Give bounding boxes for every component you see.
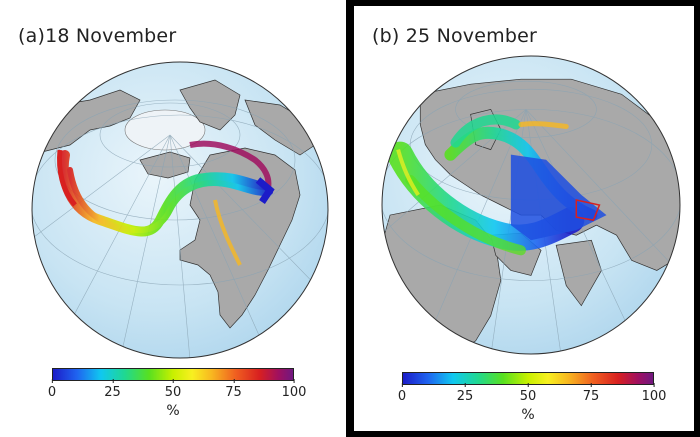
colorbar-b-tick: 25: [457, 383, 473, 404]
globe-map-a: [31, 61, 329, 359]
panel-a-date: 18 November: [45, 25, 177, 47]
colorbar-b-tick: 0: [398, 383, 406, 404]
trajectory-west-yellow-b: [396, 149, 420, 197]
arctic-ice-a: [124, 109, 206, 151]
colorbar-b-tick: 50: [520, 383, 536, 404]
colorbar-a-tick: 100: [282, 379, 306, 400]
globe-map-b: [381, 55, 681, 355]
landmass-alaska-a: [139, 151, 191, 179]
colorbar-a: 0 25 50 75 100 %: [48, 368, 306, 419]
colorbar-b-unit: %: [521, 407, 535, 423]
colorbar-b-tick: 100: [642, 383, 666, 404]
panel-b-label: (b): [372, 25, 400, 47]
trajectory-south-branch-a: [213, 199, 242, 266]
colorbar-b-tick: 75: [583, 383, 599, 404]
colorbar-a-tick: 0: [48, 379, 56, 400]
panel-b-title: (b) 25 November: [372, 25, 537, 47]
colorbar-a-tick: 50: [165, 379, 181, 400]
colorbar-b: 0 25 50 75 100 %: [398, 372, 666, 423]
panel-b: (b) 25 November: [354, 6, 694, 431]
panel-a-label: (a): [18, 25, 46, 47]
trajectory-east-end-a: [255, 177, 275, 204]
landmass-india-b: [555, 239, 602, 307]
colorbar-a-tick: 25: [104, 379, 121, 400]
colorbar-b-ticks: 0 25 50 75 100: [398, 383, 666, 405]
trajectory-east-end-b: [575, 199, 601, 221]
trajectory-west-edge-a: [57, 149, 77, 207]
trajectory-north-branch-a: [189, 140, 272, 189]
panel-a-title: (a)18 November: [18, 25, 176, 47]
colorbar-a-tick: 75: [225, 379, 242, 400]
colorbar-a-ticks: 0 25 50 75 100: [48, 379, 306, 401]
landmass-greenland-a: [179, 79, 241, 131]
panel-b-date: 25 November: [405, 25, 538, 47]
colorbar-a-unit: %: [166, 403, 180, 419]
panel-a: (a)18 November: [0, 0, 346, 437]
